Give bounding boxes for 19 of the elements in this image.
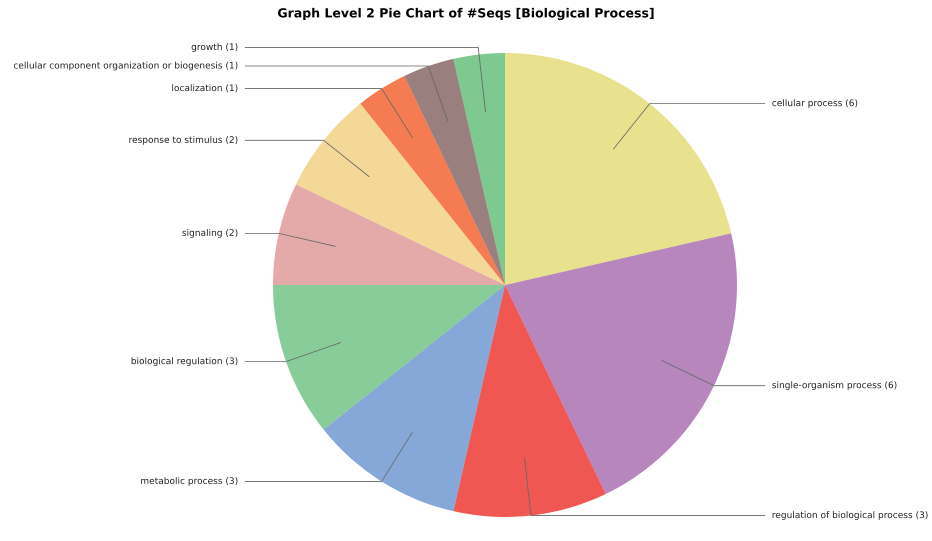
slice-label: single-organism process (6) xyxy=(772,381,896,390)
pie-slice xyxy=(404,58,505,285)
slice-label: signaling (2) xyxy=(182,229,238,238)
slice-label: growth (1) xyxy=(192,43,238,52)
pie-slice xyxy=(273,285,505,430)
pie-slice xyxy=(324,285,505,512)
pie-slice xyxy=(453,53,505,285)
slice-label: biological regulation (3) xyxy=(132,357,238,366)
pie-slice xyxy=(360,76,505,285)
slice-label: localization (1) xyxy=(172,84,238,92)
slice-label: cellular process (6) xyxy=(772,99,858,108)
pie-slice xyxy=(453,285,606,517)
slice-label: response to stimulus (2) xyxy=(129,136,238,145)
pie-slice xyxy=(273,184,505,285)
slice-label: cellular component organization or biogenesis (1) xyxy=(14,62,238,70)
slice-label: metabolic process (3) xyxy=(141,477,238,486)
chart-title: Graph Level 2 Pie Chart of #Seqs [Biological Process] xyxy=(278,8,654,20)
slice-label: regulation of biological process (3) xyxy=(772,511,928,520)
pie-slice xyxy=(505,233,737,494)
